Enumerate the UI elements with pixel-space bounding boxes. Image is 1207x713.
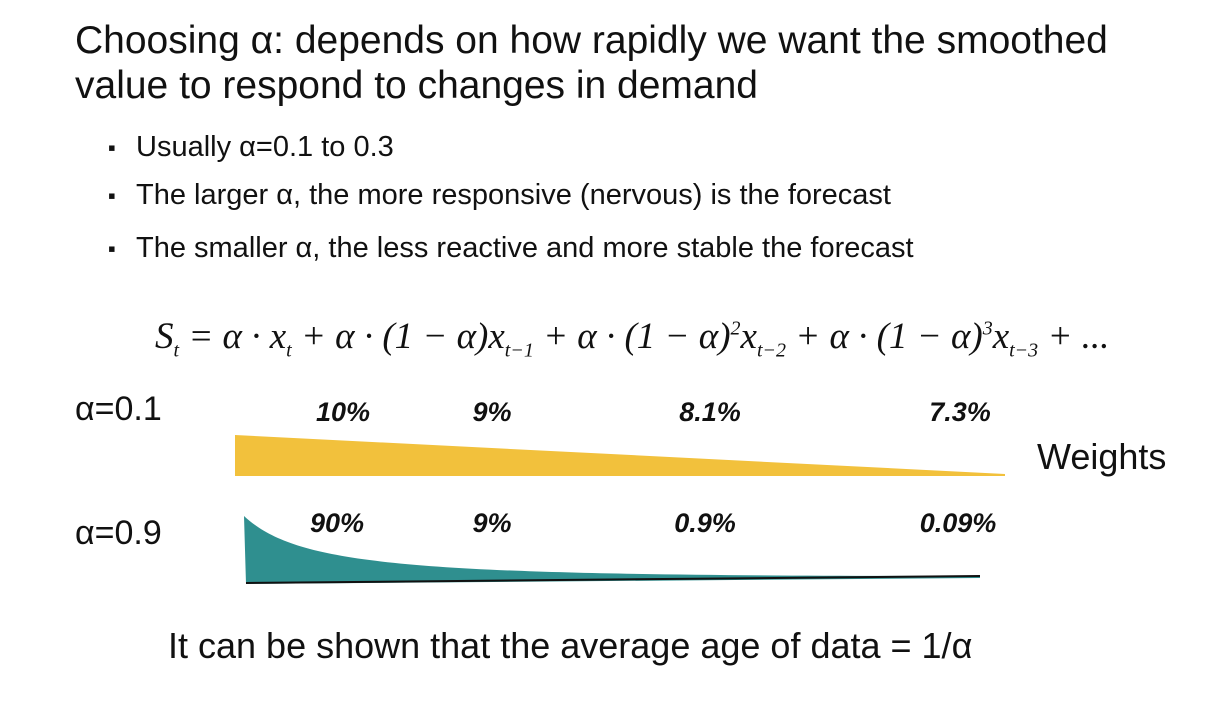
bullet-text: Usually α=0.1 to 0.3 [136,131,394,163]
formula-term: + α · (1 − α)x [291,316,505,357]
weight: 8.1% [679,397,741,427]
formula-subscript: t [286,339,292,362]
formula-term: S [155,316,174,357]
formula-term: = α · x [179,316,287,357]
weight: 9% [472,508,512,538]
formula-subscript: t−3 [1009,339,1039,362]
title: Choosing α: depends on how rapidly we wa… [75,19,1108,107]
formula-superscript: 3 [982,317,993,340]
footer: It can be shown that the average age of … [168,625,973,666]
formula-term: x [992,316,1010,357]
weight: 0.09% [919,508,997,538]
weight: 7.3% [929,397,991,427]
formula-term: + ... [1038,316,1110,357]
formula-subscript: t [173,339,180,362]
bullet-text: The smaller α, the less reactive and mor… [136,232,914,264]
weight: 0.9% [674,508,736,538]
formula: St = α · xt + α · (1 − α)xt−1 + α · (1 −… [155,315,1109,362]
row-label: α=0.9 [75,514,162,552]
bullet-text: The larger α, the more responsive (nervo… [136,179,891,211]
weights-curve-0.9 [244,516,980,584]
row-label: α=0.1 [75,390,162,428]
formula-term: x [740,316,757,357]
formula-subscript: t−2 [756,339,787,362]
bullet: The larger α, the more responsive (nervo… [108,179,891,212]
formula-term: + α · (1 − α) [533,316,731,357]
weights-label: Weights [1037,436,1167,477]
bullet: The smaller α, the less reactive and mor… [108,232,914,265]
weight: 90% [309,508,365,538]
curve-baseline [245,575,981,584]
bullet: Usually α=0.1 to 0.3 [108,131,394,164]
weights-wedge-0.1 [235,435,1005,476]
formula-term: + α · (1 − α) [786,316,983,357]
formula-superscript: 2 [730,317,741,340]
weight: 10% [315,397,371,427]
weight: 9% [472,397,512,427]
formula-subscript: t−1 [504,339,534,362]
